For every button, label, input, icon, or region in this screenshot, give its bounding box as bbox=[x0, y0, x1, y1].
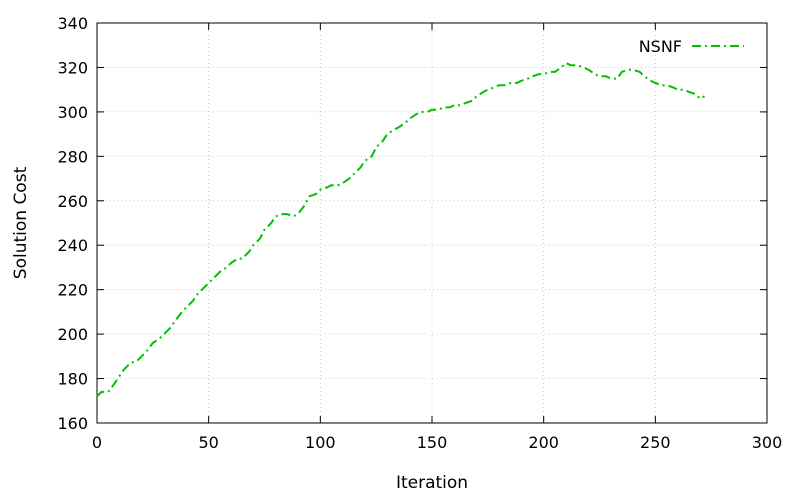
y-tick-label: 240 bbox=[57, 236, 88, 255]
y-tick-label: 340 bbox=[57, 14, 88, 33]
x-tick-label: 0 bbox=[92, 433, 102, 452]
y-tick-label: 300 bbox=[57, 103, 88, 122]
x-tick-label: 50 bbox=[198, 433, 218, 452]
y-axis-label: Solution Cost bbox=[11, 166, 31, 279]
y-tick-label: 320 bbox=[57, 58, 88, 77]
y-tick-label: 280 bbox=[57, 147, 88, 166]
series-layer bbox=[96, 62, 705, 398]
legend: NSNF bbox=[639, 37, 744, 56]
x-axis-label: Iteration bbox=[396, 473, 468, 493]
y-tick-label: 180 bbox=[57, 370, 88, 389]
y-tick-label: 200 bbox=[57, 325, 88, 344]
series-line-nsnf bbox=[96, 62, 705, 398]
y-tick-label: 220 bbox=[57, 281, 88, 300]
x-tick-label: 200 bbox=[528, 433, 559, 452]
x-tick-labels: 0 50 100 150 200 250 300 bbox=[92, 433, 782, 452]
x-tick-label: 300 bbox=[752, 433, 783, 452]
y-tick-label: 260 bbox=[57, 192, 88, 211]
x-tick-label: 150 bbox=[417, 433, 448, 452]
x-tick-label: 250 bbox=[640, 433, 671, 452]
x-tick-label: 100 bbox=[305, 433, 336, 452]
grid-lines bbox=[97, 23, 767, 423]
y-tick-label: 160 bbox=[57, 414, 88, 433]
plot-frame bbox=[96, 22, 768, 424]
legend-label-nsnf: NSNF bbox=[639, 37, 682, 56]
y-tick-labels: 160 180 200 220 240 260 280 300 320 340 bbox=[57, 14, 88, 433]
